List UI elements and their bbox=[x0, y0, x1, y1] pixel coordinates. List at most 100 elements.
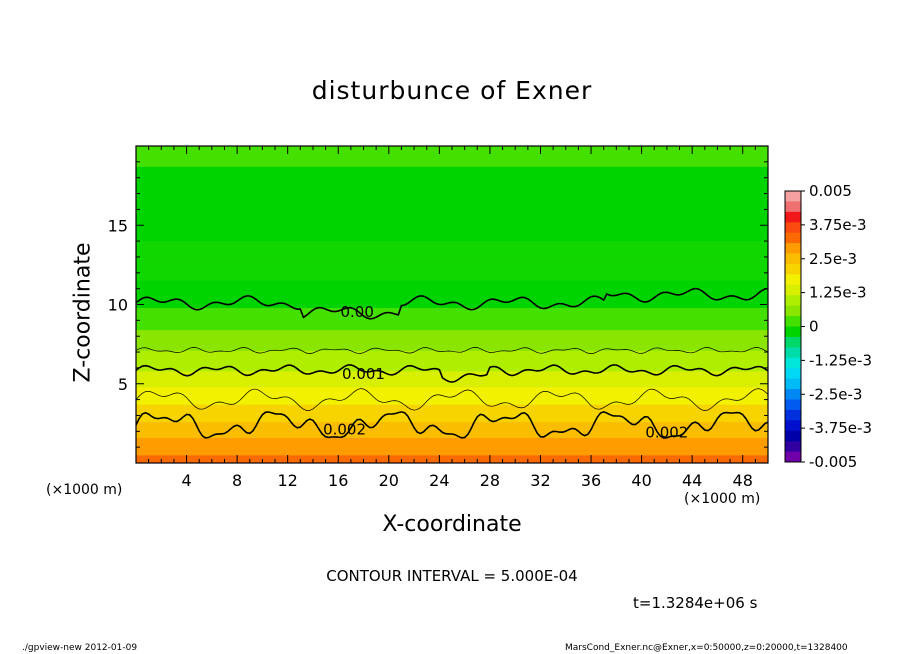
field-band bbox=[136, 193, 768, 196]
field-band bbox=[136, 451, 768, 454]
field-band bbox=[136, 221, 768, 224]
field-band bbox=[136, 213, 768, 217]
field-band bbox=[136, 261, 768, 264]
field-band bbox=[136, 258, 768, 261]
field-band bbox=[136, 354, 768, 358]
field-band bbox=[136, 185, 768, 188]
field-band bbox=[136, 289, 768, 293]
x-axis-label: X-coordinate bbox=[382, 512, 522, 537]
field-band bbox=[136, 201, 768, 204]
field-band bbox=[136, 280, 768, 283]
field-band bbox=[136, 415, 768, 418]
contour-lines bbox=[136, 287, 768, 439]
colorbar-swatch bbox=[785, 430, 801, 442]
field-band bbox=[136, 237, 768, 240]
colorbar-swatch bbox=[785, 409, 801, 421]
field-band bbox=[136, 188, 768, 191]
field-band bbox=[136, 248, 768, 251]
colorbar-swatch bbox=[785, 336, 801, 348]
colorbar-label: -3.75e-3 bbox=[809, 419, 872, 437]
contour-level-0p0015 bbox=[136, 388, 768, 411]
field-band bbox=[136, 361, 768, 364]
field-band bbox=[136, 278, 768, 282]
field-band bbox=[136, 251, 768, 255]
field-band bbox=[136, 402, 768, 405]
x-tick-label: 12 bbox=[278, 471, 298, 490]
field-band bbox=[136, 198, 768, 201]
field-band bbox=[136, 226, 768, 229]
x-tick-label: 28 bbox=[480, 471, 500, 490]
field-band bbox=[136, 418, 768, 421]
field-band bbox=[136, 340, 768, 343]
field-band bbox=[136, 424, 768, 427]
x-tick-label: 48 bbox=[733, 471, 753, 490]
x-unit-label-right: (×1000 m) bbox=[684, 491, 761, 507]
x-tick-label: 4 bbox=[181, 471, 191, 490]
field-band bbox=[136, 177, 768, 180]
field-band bbox=[136, 343, 768, 347]
field-band bbox=[136, 370, 768, 373]
field-band bbox=[136, 209, 768, 212]
field-band bbox=[136, 429, 768, 432]
contour-label: 0.00 bbox=[340, 303, 373, 321]
field-band bbox=[136, 329, 768, 332]
field-band bbox=[136, 207, 768, 210]
field-band bbox=[136, 155, 768, 158]
field-band bbox=[136, 210, 768, 213]
field-band bbox=[136, 242, 768, 245]
field-band bbox=[136, 366, 768, 369]
field-band bbox=[136, 231, 768, 234]
colorbar: 0.005 3.75e-3 2.5e-3 1.25e-3 0 -1.25e-3 -2.5e-… bbox=[784, 182, 872, 471]
field-band bbox=[136, 302, 768, 305]
field-band bbox=[136, 359, 768, 362]
field-band bbox=[136, 262, 768, 266]
field-band bbox=[136, 274, 768, 277]
field-band bbox=[136, 275, 768, 278]
field-band bbox=[136, 385, 768, 388]
field-band bbox=[136, 454, 768, 457]
field-band bbox=[136, 159, 768, 163]
field-band bbox=[136, 307, 768, 310]
colorbar-swatch bbox=[785, 243, 801, 254]
field-band bbox=[136, 202, 768, 205]
time-label: t=1.3284e+06 s bbox=[633, 594, 758, 612]
field-band bbox=[136, 372, 768, 375]
contour-label: 0.002 bbox=[645, 424, 688, 442]
field-band bbox=[136, 389, 768, 392]
colorbar-swatch bbox=[785, 191, 801, 202]
field-band bbox=[136, 282, 768, 285]
colorbar-label: -0.005 bbox=[809, 453, 857, 471]
field-band bbox=[136, 435, 768, 438]
field-band bbox=[136, 294, 768, 297]
colorbar-swatch bbox=[785, 222, 801, 234]
chart-title: disturbunce of Exner bbox=[311, 76, 593, 105]
field-band-upper bbox=[136, 241, 768, 281]
field-band bbox=[136, 196, 768, 199]
field-band bbox=[136, 191, 768, 194]
field-band bbox=[136, 337, 768, 340]
colorbar-label: 1.25e-3 bbox=[809, 284, 867, 302]
field-band bbox=[136, 364, 768, 367]
field-band bbox=[136, 291, 768, 294]
contour-labels: 0.00 0.001 0.002 0.002 bbox=[323, 303, 688, 441]
field-band bbox=[136, 310, 768, 313]
field-band bbox=[136, 240, 768, 243]
field-band bbox=[136, 255, 768, 258]
field-band bbox=[136, 334, 768, 337]
field-band bbox=[136, 199, 768, 202]
field-band bbox=[136, 367, 768, 370]
x-tick-label: 16 bbox=[328, 471, 348, 490]
field-band bbox=[136, 346, 768, 350]
field-band bbox=[136, 404, 768, 407]
colorbar-label: 0.005 bbox=[809, 182, 852, 200]
field-band bbox=[136, 324, 768, 327]
field-band bbox=[136, 186, 768, 190]
field-band bbox=[136, 228, 768, 231]
field-band bbox=[136, 399, 768, 402]
field-band bbox=[136, 158, 768, 161]
field-band bbox=[136, 293, 768, 296]
field-band bbox=[136, 212, 768, 215]
field-band bbox=[136, 194, 768, 198]
field-band bbox=[136, 419, 768, 423]
